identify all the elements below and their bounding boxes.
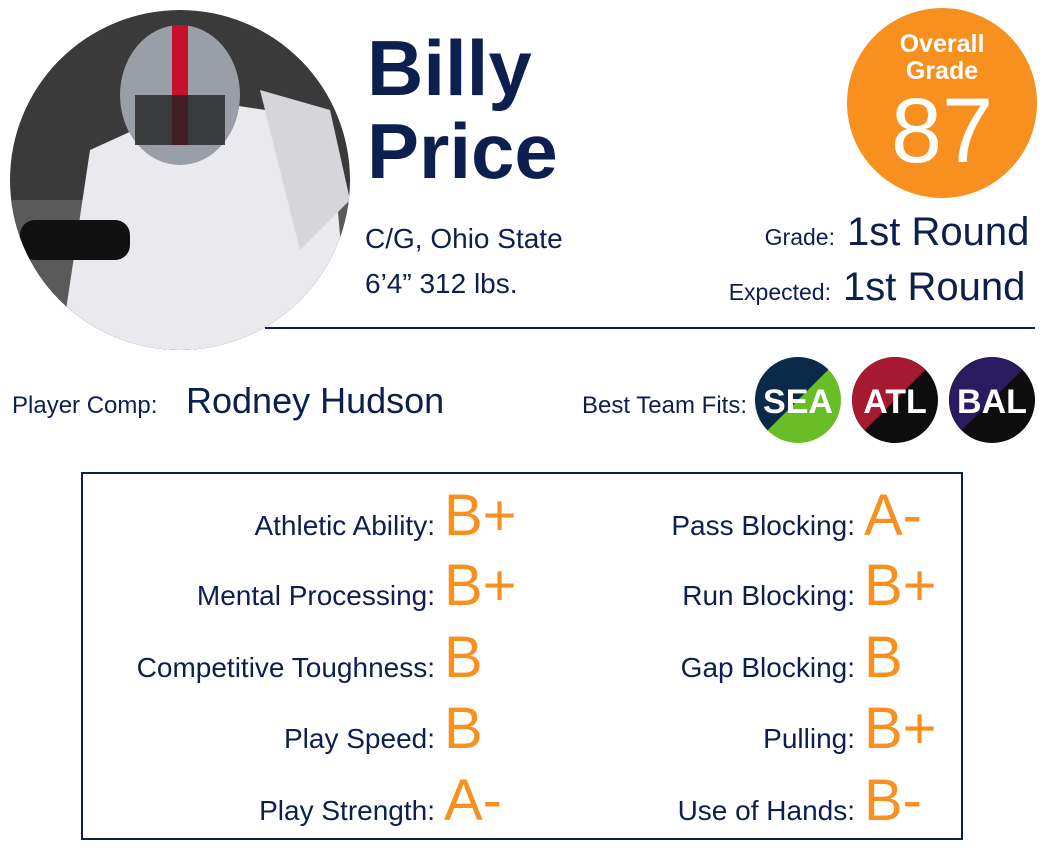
trait-grade: B [864, 625, 903, 690]
trait-grade: B+ [864, 553, 937, 618]
first-name: Billy [367, 24, 532, 112]
team-fits: SEA ATL BAL [755, 357, 1035, 443]
team-circle-half [949, 357, 1023, 431]
trait-label: Mental Processing: [197, 580, 435, 611]
comp-value: Rodney Hudson [186, 380, 444, 421]
trait-grade: B- [864, 768, 922, 833]
trait-grade: B [444, 625, 483, 690]
trait-label: Play Strength: [259, 795, 435, 826]
traits-box [81, 472, 963, 840]
grade-label: Expected: [729, 279, 831, 305]
team-badge: BAL [949, 357, 1035, 443]
trait-label: Pulling: [763, 723, 855, 754]
overall-label: Overall [900, 30, 985, 58]
trait-grade: B+ [444, 483, 517, 548]
comp-label: Player Comp: [12, 392, 157, 419]
team-badge: ATL [852, 357, 938, 443]
trait-label: Pass Blocking: [671, 510, 855, 541]
overall-value: 87 [891, 80, 993, 182]
trait-grade: B [444, 696, 483, 761]
trait-label: Run Blocking: [682, 580, 855, 611]
trait-label: Play Speed: [284, 723, 435, 754]
trait-label: Gap Blocking: [681, 652, 855, 683]
team-name: SEA [763, 383, 833, 421]
grade-value: 1st Round [843, 265, 1025, 309]
grade-rows: Grade: 1st Round Expected: 1st Round [729, 210, 1030, 309]
trait-label: Athletic Ability: [254, 510, 435, 541]
trait-grade: A- [864, 483, 922, 548]
trait-grade: A- [444, 768, 502, 833]
overall-badge [847, 8, 1037, 198]
team-name: ATL [863, 383, 927, 421]
last-name: Price [367, 107, 558, 195]
grade-value: 1st Round [847, 210, 1029, 254]
traits: Athletic Ability: B+ Mental Processing: B+ C… [137, 483, 937, 833]
trait-label: Competitive Toughness: [137, 652, 435, 683]
grade-label: Grade: [765, 224, 835, 250]
player-photo [10, 10, 350, 350]
trait-grade: B+ [864, 696, 937, 761]
team-circle-half [852, 357, 926, 431]
measurements: 6’4” 312 lbs. [365, 268, 518, 299]
team-name: BAL [957, 383, 1027, 421]
team-fits-label: Best Team Fits: [582, 392, 747, 419]
team-circle-half [755, 357, 829, 431]
position-school: C/G, Ohio State [365, 223, 563, 254]
trait-grade: B+ [444, 553, 517, 618]
overall-label: Grade [906, 57, 978, 85]
team-badge: SEA [755, 357, 841, 443]
trait-label: Use of Hands: [678, 795, 855, 826]
